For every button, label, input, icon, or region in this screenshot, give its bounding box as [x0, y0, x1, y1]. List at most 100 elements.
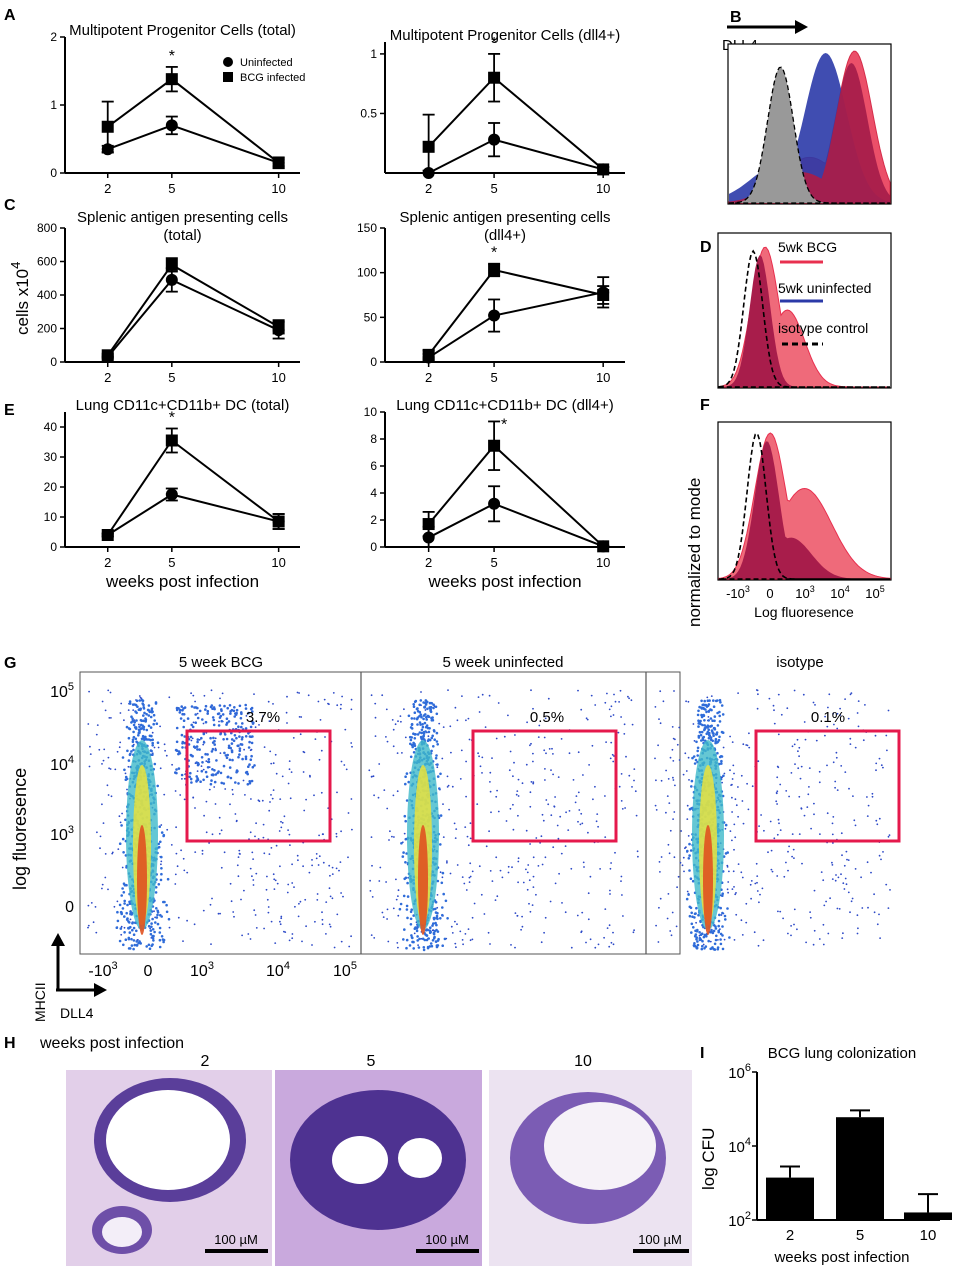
flow-dot: [159, 725, 162, 728]
flow-dot: [854, 868, 857, 870]
panel-label-b: B: [730, 9, 742, 26]
flow-dot: [687, 835, 690, 837]
flow-dot: [845, 883, 848, 886]
flow-dot: [288, 760, 291, 762]
flow-dot: [488, 694, 491, 697]
flow-dot: [731, 741, 734, 743]
flow-dot-dense: [690, 922, 694, 926]
flow-dot-dense: [702, 713, 705, 717]
histology-week-2: 2: [201, 1053, 210, 1070]
flow-dot-dense: [423, 721, 427, 725]
flow-dot: [243, 889, 245, 892]
flow-dot: [849, 737, 852, 740]
flow-dot: [552, 846, 555, 849]
flow-dot: [822, 879, 825, 882]
f-xtick-base: -10: [726, 586, 745, 601]
i-y-tick-label: 106: [728, 1062, 751, 1082]
flow-dot-dense: [121, 837, 125, 841]
flow-dot-gated: [238, 735, 241, 738]
flow-dot-dense: [149, 929, 153, 932]
flow-dot: [866, 861, 869, 864]
flow-dot: [577, 689, 579, 692]
flow-dot-dense: [719, 932, 723, 936]
flow-dot: [568, 810, 571, 812]
flow-dot-dense: [425, 938, 429, 942]
flow-dot-dense: [718, 714, 721, 718]
flow-dot: [404, 736, 407, 739]
legend-label-bcg: BCG infected: [240, 72, 305, 84]
flow-dot: [634, 790, 637, 793]
flow-dot: [274, 879, 277, 882]
flow-dot-dense: [707, 719, 710, 722]
flow-dot-dense: [128, 753, 132, 757]
flow-dot: [235, 819, 238, 822]
flow-dot: [793, 689, 796, 692]
flow-dot: [719, 928, 721, 930]
flow-dot: [318, 834, 320, 837]
flow-dot: [232, 793, 234, 796]
flow-dot-dense: [721, 713, 725, 716]
flow-dot: [800, 765, 803, 768]
flow-dot: [552, 773, 554, 776]
f-ylabel: normalized to mode: [685, 478, 704, 627]
flow-dot-gated: [249, 725, 253, 729]
flow-dot: [750, 880, 753, 882]
flow-dot-dense: [435, 712, 439, 716]
flow-dot: [274, 942, 277, 944]
flow-dot-gated: [222, 764, 226, 768]
flow-dot: [401, 752, 403, 754]
flow-dot-dense: [122, 943, 125, 947]
flow-dot: [786, 707, 789, 710]
flow-dot: [762, 939, 765, 942]
flow-dot-dense: [121, 756, 125, 759]
flow-dot: [104, 709, 107, 712]
flow-dot: [880, 764, 883, 767]
flow-dot: [272, 762, 275, 765]
flow-dot: [374, 735, 377, 737]
flow-dot-dense: [703, 724, 706, 727]
flow-dot: [687, 756, 690, 759]
flow-dot: [288, 833, 291, 836]
flow-dot: [454, 920, 456, 923]
flow-dot-gated: [175, 708, 179, 712]
flow-dot-gated: [186, 717, 190, 720]
flow-dot-dense: [714, 925, 717, 928]
flow-dot-gated: [248, 763, 251, 766]
flow-dot: [779, 783, 782, 786]
flow-dot-dense: [156, 909, 159, 913]
flow-dot: [791, 833, 794, 835]
flow-dot: [604, 701, 607, 704]
flow-dot: [294, 905, 296, 908]
flow-dot: [321, 918, 324, 921]
flow-dot: [392, 794, 395, 797]
flow-dot-dense: [131, 740, 135, 744]
flow-dot-gated: [240, 725, 243, 729]
flow-dot-dense: [149, 738, 152, 742]
flow-dot-dense: [416, 723, 419, 726]
flow-dot: [201, 849, 204, 852]
flow-dot-dense: [135, 929, 138, 933]
flow-dot-gated: [246, 783, 250, 786]
flow-dot: [589, 875, 592, 878]
flow-dot: [610, 715, 612, 718]
panel-label-i: I: [700, 1045, 704, 1062]
flow-dot-gated: [218, 704, 222, 707]
series-line-circle: [428, 138, 604, 174]
flow-dot-gated: [237, 744, 240, 747]
f-xtick-base: 10: [865, 586, 879, 601]
flow-dot: [824, 734, 826, 737]
flow-dot-gated: [251, 710, 254, 713]
flow-ytick-base: 10: [50, 757, 68, 774]
flow-dot-dense: [713, 715, 717, 718]
flow-dot: [280, 915, 283, 918]
flow-xtick-exp: 5: [351, 960, 357, 972]
histology-image-2: 100 µM: [66, 1070, 272, 1266]
flow-dot: [160, 860, 163, 863]
flow-dot: [391, 719, 394, 721]
flow-dot: [793, 923, 795, 926]
flow-dot: [623, 723, 626, 726]
legend-marker-uninfected: [223, 57, 233, 67]
flow-dot: [544, 768, 546, 770]
flow-dot-dense: [419, 723, 422, 726]
flow-dot: [610, 705, 613, 708]
